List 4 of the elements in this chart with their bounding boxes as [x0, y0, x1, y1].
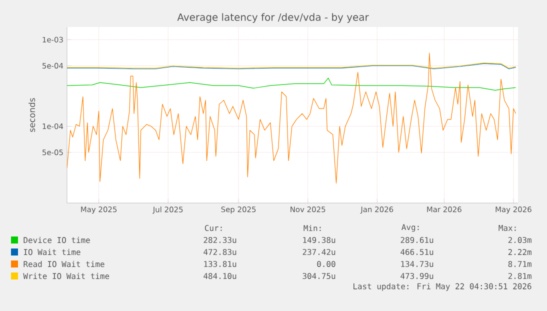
line-series — [67, 78, 516, 91]
y-axis-title: seconds — [28, 98, 36, 132]
line-series — [67, 52, 516, 184]
chart-title: Average latency for /dev/vda - by year — [177, 13, 369, 23]
